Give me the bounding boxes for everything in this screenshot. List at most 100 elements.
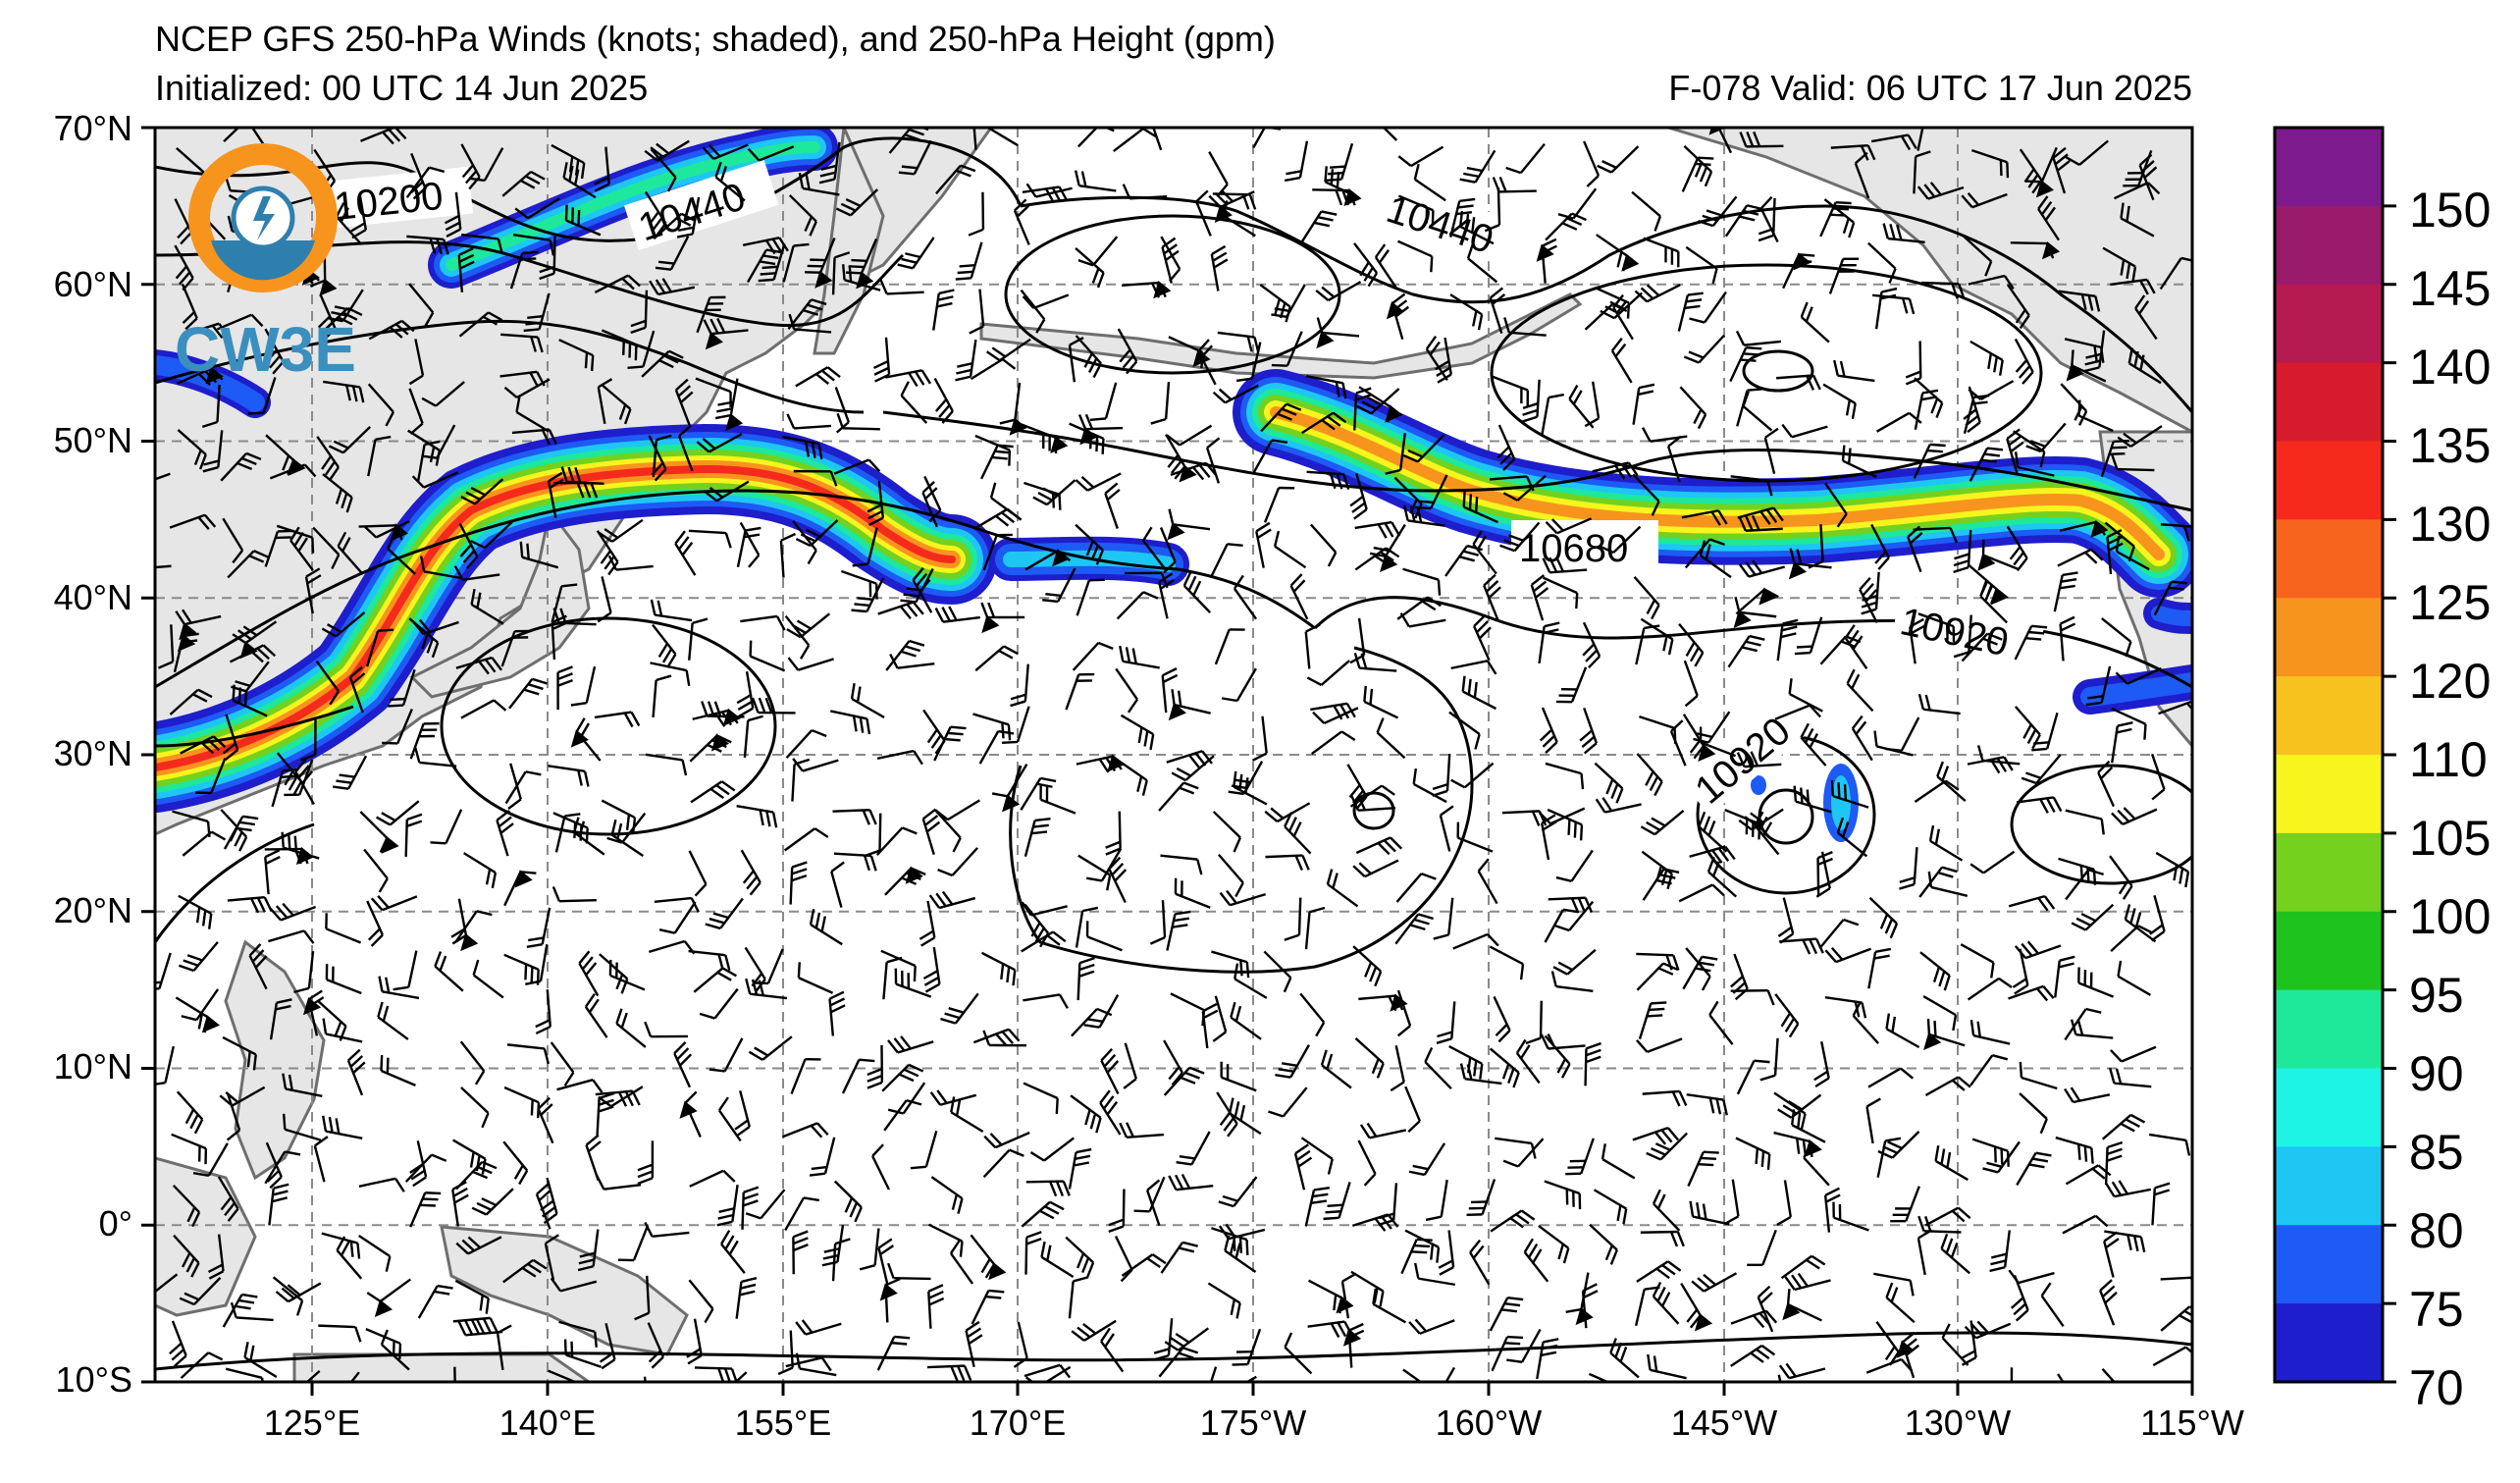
wind-barb [652, 623, 677, 668]
barb-flag [1908, 298, 1916, 315]
wind-barb [1818, 918, 1860, 949]
wind-barb [1913, 150, 1931, 194]
barb-staff [1922, 995, 1957, 1017]
barb-flag [2115, 671, 2128, 685]
barb-flag [1374, 555, 1390, 566]
barb-staff [2018, 1271, 2055, 1285]
barb-flag [1539, 728, 1553, 742]
barb-flag [719, 166, 728, 183]
wind-barb [275, 1282, 322, 1303]
barb-flag [2116, 727, 2132, 734]
barb-flag [1218, 1381, 1220, 1382]
barb-flag [1695, 162, 1711, 167]
logo-water [211, 240, 315, 281]
barb-flag [1923, 1215, 1932, 1232]
barb-flag [1010, 693, 1026, 701]
barb-flag [1414, 1318, 1428, 1333]
barb-flag [1035, 318, 1046, 334]
wind-barb [1342, 1322, 1365, 1368]
barb-flag [840, 202, 857, 212]
wind-barb [1917, 612, 1956, 643]
barb-flag [1342, 474, 1350, 491]
wind-barb [851, 577, 885, 613]
wind-barb [1638, 1001, 1667, 1039]
barb-staff [794, 328, 832, 334]
barb-flag [628, 342, 632, 358]
barb-flag [679, 391, 694, 404]
barb-flag [1329, 473, 1337, 490]
logo-ring [188, 143, 338, 292]
wind-barb [512, 234, 555, 256]
wind-barb [758, 243, 786, 283]
barb-flag [382, 741, 398, 745]
barb-flag [1961, 1350, 1976, 1360]
barb-flag [676, 1047, 690, 1061]
wind-barb [2099, 1279, 2118, 1326]
barb-flag [201, 420, 218, 428]
barb-flag [237, 687, 242, 704]
barb-staff [556, 1079, 594, 1091]
barb-flag [1095, 550, 1104, 565]
barb-flag [1848, 629, 1860, 645]
barb-flag [1476, 620, 1490, 634]
barb-staff [1876, 745, 1914, 757]
barb-flag [1108, 856, 1122, 871]
barb-flag [599, 1091, 615, 1099]
barb-flag [331, 311, 347, 317]
barb-flag [2124, 904, 2131, 921]
barb-flag [2069, 1405, 2077, 1418]
barb-flag [909, 128, 924, 136]
barb-flag [1961, 194, 1973, 209]
barb-flag [1582, 643, 1596, 657]
wind-barb [2065, 869, 2104, 901]
barb-flag [284, 770, 294, 786]
barb-flag [2006, 162, 2010, 179]
wind-barb [195, 758, 227, 795]
wind-barb [1425, 1179, 1448, 1222]
wind-barb [1530, 574, 1549, 621]
barb-flag [792, 1230, 809, 1239]
barb-flag [2015, 359, 2028, 373]
barb-staff [1448, 711, 1481, 735]
barb-flag [1485, 580, 1499, 593]
barb-flag [1171, 771, 1186, 782]
barb-staff [766, 948, 784, 984]
barb-flag [1566, 217, 1583, 227]
wind-barb [1689, 845, 1736, 864]
wind-barb [1438, 1230, 1455, 1276]
wind-barb [178, 941, 219, 973]
barb-flag [819, 171, 836, 178]
barb-flag [208, 1270, 225, 1280]
barb-staff [1601, 1158, 1636, 1180]
wind-barb [1119, 1122, 1165, 1139]
barb-flag [1683, 355, 1700, 364]
wind-barb [1402, 504, 1445, 527]
wind-barb [1230, 1001, 1262, 1040]
lat-label: 10°N [54, 1046, 132, 1086]
wind-barb [470, 521, 513, 550]
barb-pennant [1698, 743, 1716, 763]
wind-barb [2008, 1269, 2055, 1285]
barb-flag [1412, 768, 1418, 785]
lon-label: 125°E [264, 1403, 360, 1443]
barb-flag [1226, 889, 1237, 904]
barb-flag [742, 1199, 759, 1207]
barb-staff [1322, 331, 1360, 338]
barb-flag [1699, 166, 1708, 183]
barb-flag [1882, 223, 1889, 239]
barb-flag [1562, 1247, 1570, 1264]
colorbar: 150 145 140 135 130 125 120 110 105 100 … [2273, 126, 2491, 1415]
wind-barb [382, 708, 413, 745]
wind-barb [363, 848, 389, 893]
lon-label: 130°W [1905, 1403, 2011, 1443]
barb-flag [820, 1356, 832, 1372]
barb-flag [2143, 723, 2147, 740]
barb-staff [601, 576, 612, 613]
barb-flag [385, 1255, 392, 1272]
barb-staff [982, 1148, 1011, 1179]
barb-flag [1471, 217, 1476, 234]
barb-flag [1703, 1273, 1717, 1286]
barb-flag [1438, 1259, 1453, 1269]
barb-flag [1934, 828, 1941, 845]
barb-flag [2010, 441, 2024, 453]
